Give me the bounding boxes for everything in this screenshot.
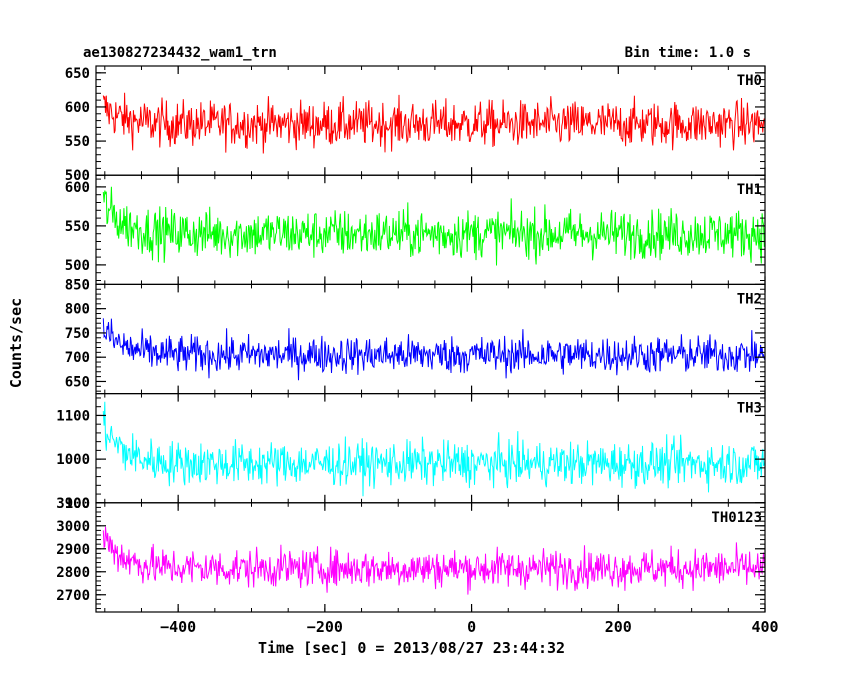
panel-label-th1: TH1: [737, 182, 762, 198]
y-tick-label: 550: [65, 134, 90, 150]
y-tick-label: 800: [65, 302, 90, 318]
y-tick-label: 500: [65, 258, 90, 274]
series-line-th0: [102, 92, 765, 154]
panel-label-th2: TH2: [737, 291, 762, 307]
y-tick-label: 900: [65, 496, 90, 512]
x-tick-label: 0: [467, 618, 476, 636]
x-tick-label: 400: [751, 618, 778, 636]
y-tick-label: 850: [65, 277, 90, 293]
y-tick-label: 2800: [56, 565, 90, 581]
panel-label-th3: TH3: [737, 401, 762, 417]
series-line-th3: [102, 401, 765, 497]
y-tick-label: 500: [65, 168, 90, 184]
y-tick-label: 1100: [56, 408, 90, 424]
y-tick-label: 2700: [56, 588, 90, 604]
bin-time-label: Bin time: 1.0 s: [624, 45, 751, 61]
panel-label-th0123: TH0123: [711, 510, 762, 526]
y-tick-label: 1000: [56, 452, 90, 468]
x-tick-label: 200: [605, 618, 632, 636]
y-tick-label: 3000: [56, 519, 90, 535]
y-tick-label: 550: [65, 219, 90, 235]
y-tick-label: 3100: [56, 496, 90, 512]
panel-frame-th2: [95, 283, 766, 395]
y-tick-label: 600: [65, 100, 90, 116]
y-tick-label: 700: [65, 350, 90, 366]
y-tick-label: 650: [65, 66, 90, 82]
y-axis-label: Counts/sec: [7, 297, 25, 389]
series-line-th0123: [102, 526, 765, 595]
y-tick-label: 650: [65, 374, 90, 390]
x-axis-label: Time [sec] 0 = 2013/08/27 23:44:32: [258, 639, 566, 657]
series-line-th2: [102, 318, 765, 381]
panel-frame-th3: [95, 393, 766, 504]
panel-label-th0: TH0: [737, 73, 762, 89]
y-tick-label: 600: [65, 180, 90, 196]
panel-frame-th0123: [95, 502, 766, 613]
y-tick-label: 2900: [56, 542, 90, 558]
y-tick-label: 750: [65, 326, 90, 342]
x-tick-label: −400: [160, 618, 196, 636]
series-line-th1: [102, 186, 765, 266]
x-tick-label: −200: [307, 618, 343, 636]
chart-title: ae130827234432_wam1_trn: [83, 45, 277, 61]
